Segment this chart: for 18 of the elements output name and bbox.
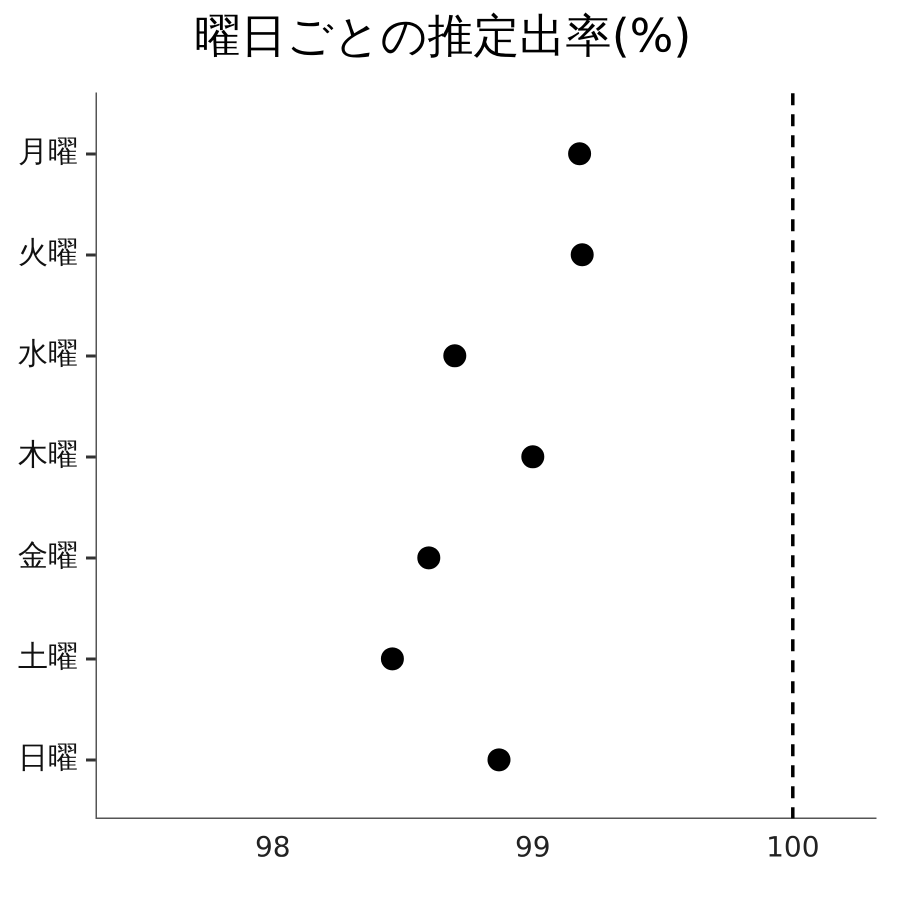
- y-tick-label: 月曜: [18, 134, 78, 170]
- chart-title: 曜日ごとの推定出率(%): [194, 8, 692, 63]
- point: [488, 748, 510, 772]
- x-tick-label: 98: [254, 830, 291, 864]
- y-tick-label: 木曜: [18, 438, 78, 473]
- y-tick-label: 日曜: [18, 740, 78, 776]
- point: [417, 546, 440, 570]
- y-tick-label: 土曜: [18, 640, 78, 675]
- point: [443, 344, 466, 368]
- x-tick-label: 99: [514, 830, 551, 864]
- point: [568, 142, 592, 166]
- point: [570, 243, 594, 266]
- y-tick-label: 水曜: [18, 336, 78, 372]
- y-tick-label: 火曜: [18, 236, 78, 271]
- y-tick-label: 金曜: [18, 538, 78, 574]
- point: [380, 647, 404, 670]
- point: [521, 445, 544, 468]
- x-tick-label: 100: [766, 830, 820, 864]
